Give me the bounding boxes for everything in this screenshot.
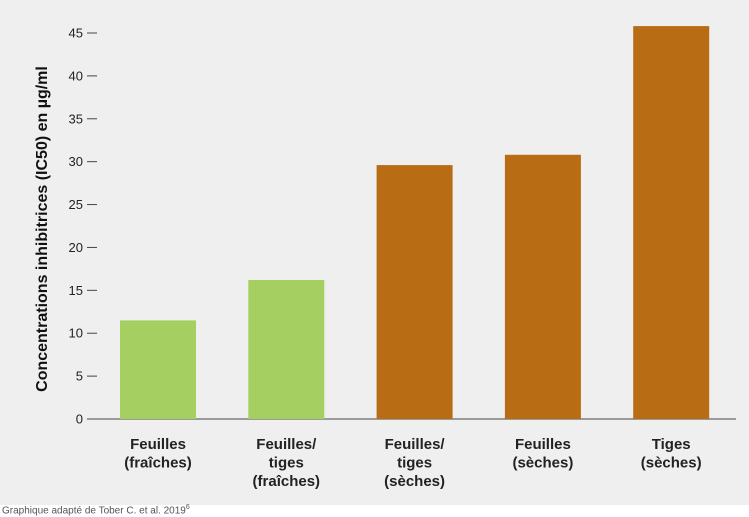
x-category-label-line: tiges [397,455,432,472]
x-category-label-line: Tiges [652,436,691,453]
y-tick-label: 45 [69,26,83,41]
bar [120,320,196,419]
x-category-label-line: (sèches) [384,473,445,490]
x-category-label-line: Feuilles [515,436,571,453]
x-category-label-line: Feuilles [130,436,186,453]
y-tick-label: 35 [69,111,83,126]
x-category-label-line: (fraîches) [253,473,321,490]
y-tick-label: 25 [69,197,83,212]
x-category-label: Feuilles/tiges (sèches) [384,436,445,490]
y-tick-label: 20 [69,240,83,255]
y-tick-label: 10 [69,326,83,341]
x-category-label-line: (sèches) [641,455,702,472]
source-note: Graphique adapté de Tober C. et al. 2019… [2,504,190,516]
x-category-label-line: (sèches) [512,455,573,472]
bar [248,280,325,419]
y-tick-label: 40 [69,68,83,83]
x-category-label: Feuilles/tiges (fraîches) [253,436,321,490]
y-tick-label: 0 [76,412,83,427]
x-category-label: Feuilles (sèches) [512,436,573,472]
axis-layer: 0 5 10 15 20 25 30 35 40 45 [69,26,736,427]
x-category-label-line: Feuilles/ [385,436,446,453]
bar-layer [120,26,710,420]
y-axis-title: Concentrations inhibitrices (IC50) en µg… [34,66,51,392]
source-text: Graphique adapté de Tober C. et al. 2019 [2,505,186,517]
y-tick-label: 30 [69,154,83,169]
x-category-label: Tiges (sèches) [641,436,702,472]
bar [376,165,453,419]
chart-panel [0,0,749,505]
x-category-label-line: Feuilles/ [256,436,317,453]
x-category-label-line: tiges [269,455,304,472]
x-category-label-line: (fraîches) [124,455,192,472]
bar [633,26,710,419]
source-footnote-ref: 6 [185,504,190,511]
x-category-label: Feuilles (fraîches) [124,436,192,472]
label-layer: Feuilles (fraîches)Feuilles/tiges (fraîche… [124,436,701,490]
y-tick-label: 15 [69,283,83,298]
y-tick-label: 5 [76,369,83,384]
bar [504,154,581,420]
